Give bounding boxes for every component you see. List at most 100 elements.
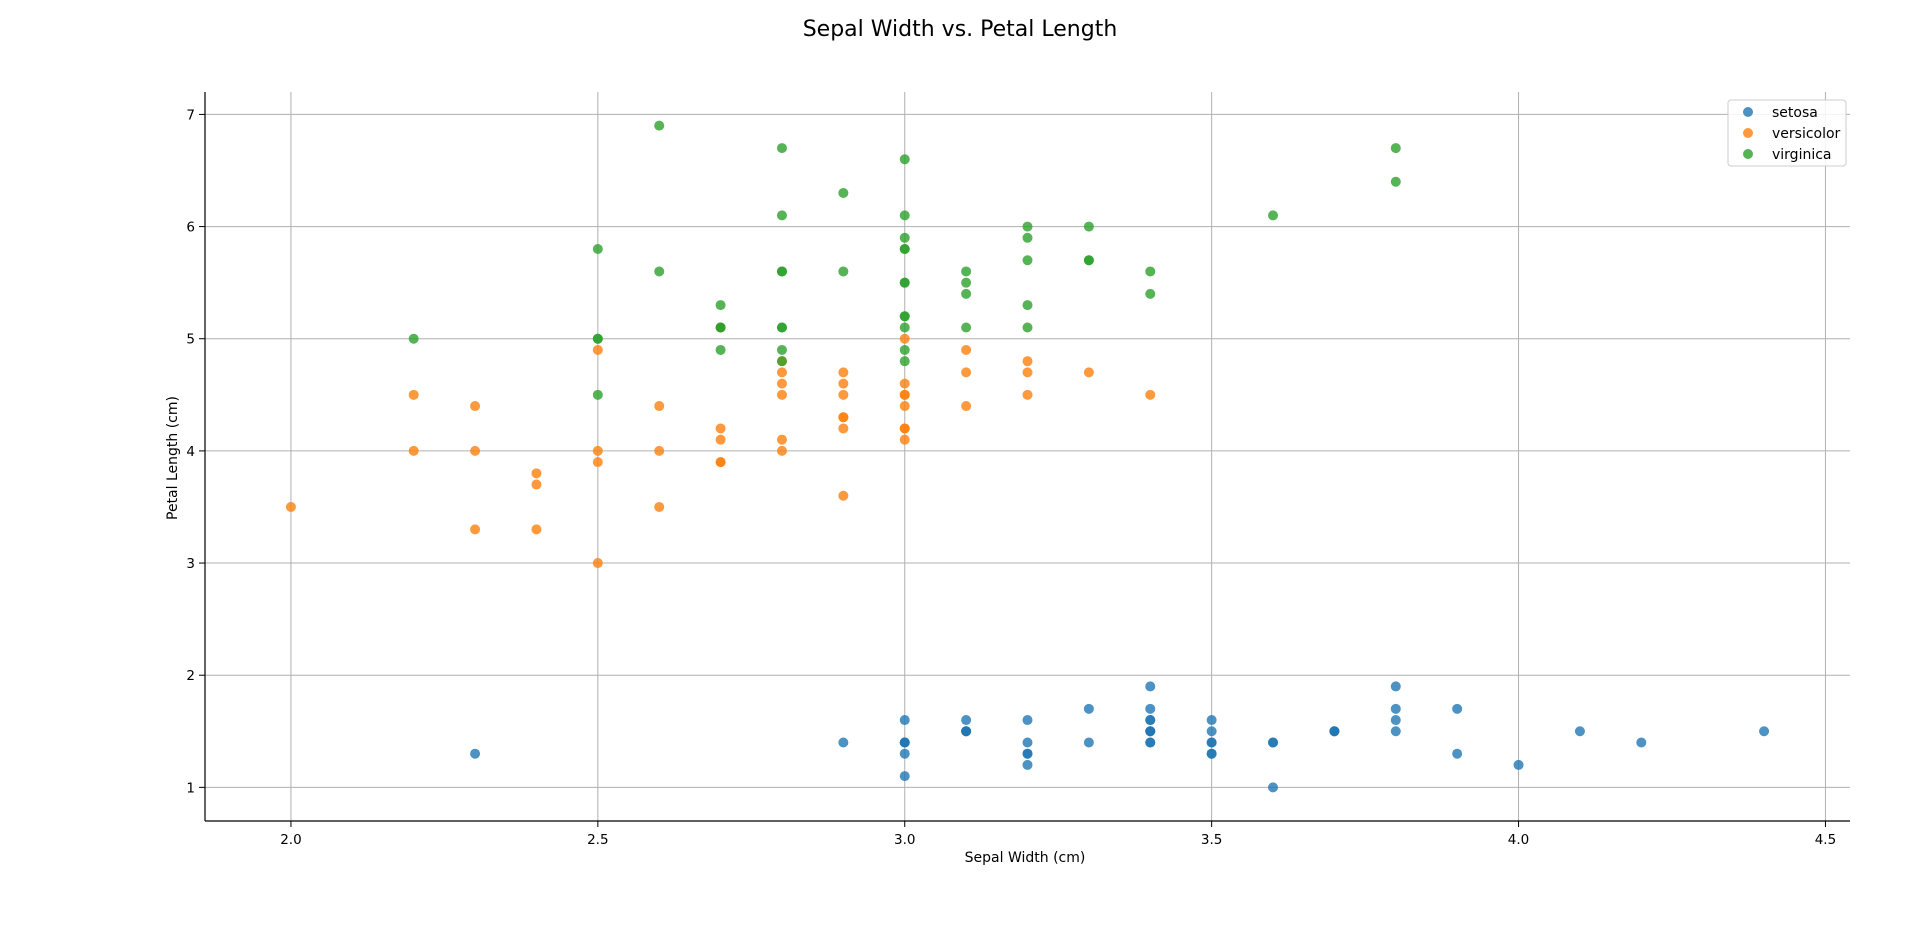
x-tick-label: 2.5 (587, 832, 608, 848)
data-point (592, 333, 603, 344)
data-point (961, 322, 972, 333)
data-point (1083, 221, 1094, 232)
data-point (1513, 759, 1524, 770)
data-point (776, 143, 787, 154)
data-points (285, 120, 1770, 793)
data-point (1759, 726, 1770, 737)
y-tick-label: 5 (186, 332, 195, 348)
y-axis-label: Petal Length (cm) (165, 396, 181, 520)
data-point (899, 423, 910, 434)
data-point (899, 232, 910, 243)
data-point (1022, 232, 1033, 243)
legend-marker (1743, 107, 1753, 117)
data-point (1452, 748, 1463, 759)
series-setosa (470, 681, 1770, 793)
data-point (1022, 715, 1033, 726)
data-point (838, 423, 849, 434)
data-point (899, 771, 910, 782)
data-point (1390, 715, 1401, 726)
data-point (715, 322, 726, 333)
data-point (470, 401, 481, 412)
data-point (776, 356, 787, 367)
y-tick-label: 2 (186, 668, 195, 684)
data-point (408, 333, 419, 344)
data-point (838, 490, 849, 501)
legend-label: versicolor (1772, 126, 1841, 142)
data-point (899, 378, 910, 389)
data-point (1083, 367, 1094, 378)
grid (205, 92, 1850, 821)
data-point (1022, 759, 1033, 770)
data-point (776, 266, 787, 277)
data-point (1636, 737, 1647, 748)
data-point (654, 501, 665, 512)
y-tick-label: 4 (186, 444, 195, 460)
data-point (776, 322, 787, 333)
data-point (1574, 726, 1585, 737)
data-point (1145, 288, 1156, 299)
data-point (1145, 703, 1156, 714)
legend: setosa versicolor virginica (1727, 99, 1847, 167)
data-point (776, 434, 787, 445)
data-point (1022, 737, 1033, 748)
data-point (1390, 703, 1401, 714)
x-tick-label: 2.0 (280, 832, 301, 848)
data-point (899, 715, 910, 726)
data-point (1083, 703, 1094, 714)
data-point (838, 367, 849, 378)
data-point (776, 389, 787, 400)
data-point (1206, 737, 1217, 748)
data-point (961, 726, 972, 737)
data-point (838, 266, 849, 277)
data-point (899, 322, 910, 333)
chart-title: Sepal Width vs. Petal Length (803, 17, 1118, 42)
data-point (899, 244, 910, 255)
data-point (1390, 726, 1401, 737)
data-point (776, 210, 787, 221)
data-point (1268, 210, 1279, 221)
axes (204, 92, 1850, 822)
data-point (899, 311, 910, 322)
data-point (654, 120, 665, 131)
data-point (1206, 748, 1217, 759)
x-tick-label: 3.5 (1201, 832, 1222, 848)
data-point (531, 524, 542, 535)
data-point (1390, 143, 1401, 154)
legend-marker (1743, 149, 1753, 159)
y-tick-label: 6 (186, 220, 195, 236)
data-point (1452, 703, 1463, 714)
x-tick-label: 4.5 (1815, 832, 1836, 848)
data-point (592, 344, 603, 355)
data-point (654, 445, 665, 456)
data-point (531, 468, 542, 479)
data-point (776, 344, 787, 355)
data-point (1390, 176, 1401, 187)
series-virginica (408, 120, 1401, 400)
data-point (961, 344, 972, 355)
data-point (838, 737, 849, 748)
data-point (899, 356, 910, 367)
data-point (592, 445, 603, 456)
data-point (961, 277, 972, 288)
data-point (838, 412, 849, 423)
data-point (654, 401, 665, 412)
data-point (531, 479, 542, 490)
x-tick-label: 4.0 (1508, 832, 1529, 848)
data-point (838, 187, 849, 198)
data-point (961, 715, 972, 726)
data-point (776, 445, 787, 456)
data-point (1390, 681, 1401, 692)
data-point (1022, 389, 1033, 400)
data-point (1022, 356, 1033, 367)
data-point (899, 333, 910, 344)
data-point (470, 748, 481, 759)
data-point (899, 277, 910, 288)
data-point (592, 389, 603, 400)
data-point (470, 445, 481, 456)
data-point (1268, 737, 1279, 748)
data-point (592, 558, 603, 569)
data-point (1206, 715, 1217, 726)
legend-marker (1743, 128, 1753, 138)
data-point (1268, 782, 1279, 793)
